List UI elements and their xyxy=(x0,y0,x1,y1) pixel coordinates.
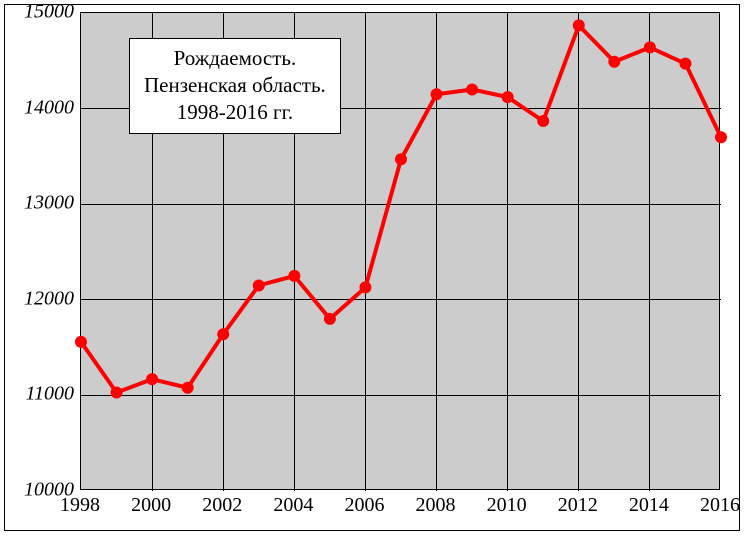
y-tick-label: 12000 xyxy=(24,287,74,310)
series-marker xyxy=(679,58,691,70)
x-tick-label: 2010 xyxy=(487,494,527,517)
series-marker xyxy=(715,131,727,143)
x-tick-label: 2008 xyxy=(416,494,456,517)
x-tick-label: 1998 xyxy=(60,494,100,517)
x-tick-label: 2002 xyxy=(202,494,242,517)
series-marker xyxy=(253,279,265,291)
y-tick-label: 15000 xyxy=(24,1,74,24)
series-marker xyxy=(466,83,478,95)
plot-area: Рождаемость.Пензенская область.1998-2016… xyxy=(80,12,720,490)
series-marker xyxy=(75,336,87,348)
series-marker xyxy=(111,387,123,399)
chart-title-line: Пензенская область. xyxy=(144,72,326,99)
series-marker xyxy=(182,382,194,394)
series-marker xyxy=(395,153,407,165)
y-tick-label: 11000 xyxy=(25,383,74,406)
chart-title-line: Рождаемость. xyxy=(144,45,326,72)
x-tick-label: 2000 xyxy=(131,494,171,517)
series-marker xyxy=(359,281,371,293)
series-marker xyxy=(573,19,585,31)
series-marker xyxy=(324,313,336,325)
series-marker xyxy=(537,115,549,127)
x-tick-label: 2016 xyxy=(700,494,740,517)
series-marker xyxy=(217,328,229,340)
series-marker xyxy=(608,56,620,68)
x-tick-label: 2014 xyxy=(629,494,669,517)
x-tick-label: 2004 xyxy=(273,494,313,517)
series-marker xyxy=(146,373,158,385)
x-tick-label: 2012 xyxy=(558,494,598,517)
x-tick-label: 2006 xyxy=(344,494,384,517)
series-marker xyxy=(644,41,656,53)
chart-title-box: Рождаемость.Пензенская область.1998-2016… xyxy=(129,38,341,135)
chart-title-line: 1998-2016 гг. xyxy=(144,99,326,126)
series-marker xyxy=(431,88,443,100)
y-tick-label: 14000 xyxy=(24,96,74,119)
series-marker xyxy=(288,270,300,282)
y-tick-label: 13000 xyxy=(24,192,74,215)
series-marker xyxy=(502,91,514,103)
